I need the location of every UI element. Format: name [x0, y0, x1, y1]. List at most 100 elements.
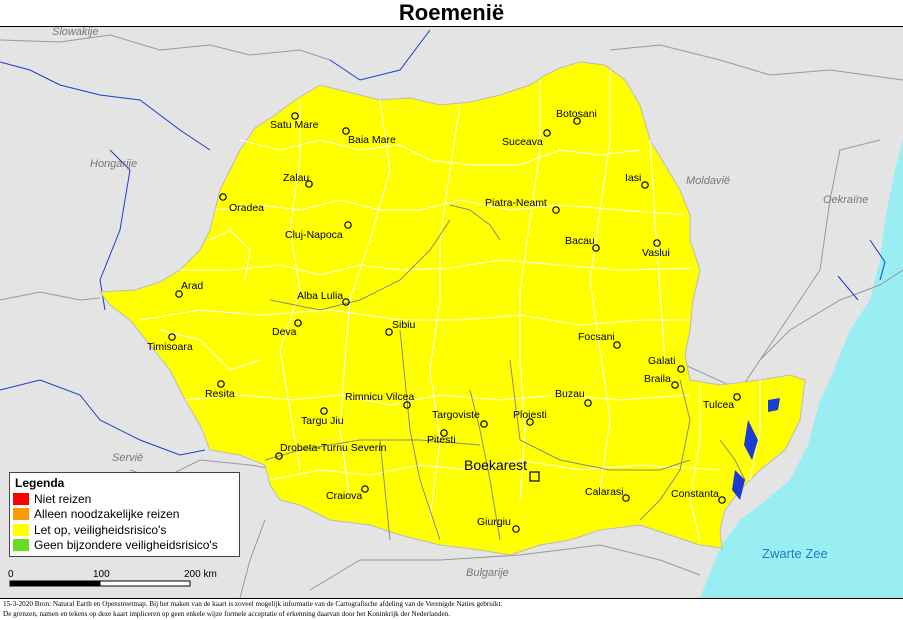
label-rimnicu: Rimnicu Vilcea: [345, 391, 414, 403]
marker-craiova: [361, 485, 369, 493]
label-tulcea: Tulcea: [703, 399, 734, 411]
legend: Legenda Niet reizen Alleen noodzakelijke…: [9, 472, 240, 557]
scale-label-0: 0: [8, 569, 14, 580]
marker-arad: [175, 290, 183, 298]
marker-constanta: [718, 496, 726, 504]
label-zalau: Zalau: [283, 172, 309, 184]
label-botosani: Botosani: [556, 108, 597, 120]
marker-pitesti: [440, 429, 448, 437]
marker-drobeta: [275, 452, 283, 460]
label-iasi: Iasi: [625, 172, 641, 184]
scale-label-100: 100: [93, 569, 110, 580]
city-markers: [168, 112, 741, 533]
label-calarasi: Calarasi: [585, 486, 624, 498]
marker-cluj: [344, 221, 352, 229]
label-bulgaria: Bulgarije: [466, 567, 509, 579]
marker-alba-iulia: [342, 298, 350, 306]
marker-zalau: [305, 180, 313, 188]
label-oradea: Oradea: [229, 202, 264, 214]
label-craiova: Craiova: [326, 490, 362, 502]
black-sea: [700, 27, 903, 598]
county-borders: [139, 70, 761, 541]
marker-botosani: [573, 117, 581, 125]
footer: 15-3-2020 Bron: Natural Earth en Openstr…: [0, 598, 903, 620]
label-arad: Arad: [181, 280, 203, 292]
label-moldova: Moldavië: [686, 175, 730, 187]
label-slovakia: Slowakije: [52, 27, 98, 38]
legend-item-orange: Alleen noodzakelijke reizen: [10, 507, 239, 523]
legend-swatch-orange: [13, 508, 29, 521]
marker-resita: [217, 380, 225, 388]
marker-targoviste: [480, 420, 488, 428]
label-ukraine: Oekraïne: [823, 194, 868, 206]
label-drobeta: Drobeta-Turnu Severin: [280, 442, 387, 454]
marker-sibiu: [385, 328, 393, 336]
label-targoviste: Targoviste: [432, 409, 480, 421]
label-vaslui: Vaslui: [642, 247, 670, 259]
label-deva: Deva: [272, 326, 297, 338]
marker-giurgiu: [512, 525, 520, 533]
scale-bar: 0 100 200 km: [8, 569, 217, 587]
label-timisoara: Timisoara: [147, 341, 193, 353]
legend-item-red: Niet reizen: [10, 491, 239, 507]
label-serbia: Servië: [112, 452, 143, 464]
rivers: [0, 29, 886, 456]
marker-suceava: [543, 129, 551, 137]
marker-targu-jiu: [320, 407, 328, 415]
legend-swatch-red: [13, 492, 29, 505]
label-braila: Braila: [644, 373, 671, 385]
label-piatra-neamt: Piatra-Neamt: [485, 197, 547, 209]
legend-item-green: Geen bijzondere veiligheidsrisico's: [10, 538, 239, 554]
label-satu-mare: Satu Mare: [270, 119, 319, 131]
label-buzau: Buzau: [555, 388, 585, 400]
marker-deva: [294, 319, 302, 327]
scale-label-200: 200 km: [184, 569, 217, 580]
label-resita: Resita: [205, 388, 235, 400]
label-giurgiu: Giurgiu: [477, 516, 511, 528]
marker-galati: [677, 365, 685, 373]
marker-buzau: [584, 399, 592, 407]
legend-swatch-green: [13, 539, 29, 552]
label-constanta: Constanta: [671, 488, 719, 500]
marker-focsani: [613, 341, 621, 349]
label-black-sea: Zwarte Zee: [762, 546, 828, 561]
legend-label-yellow: Let op, veiligheidsrisico's: [34, 522, 167, 537]
label-ploiesti: Ploiesti: [513, 409, 547, 421]
label-targu-jiu: Targu Jiu: [301, 415, 344, 427]
legend-label-red: Niet reizen: [34, 491, 92, 506]
map-title: Roemenië: [0, 0, 903, 27]
marker-braila: [671, 381, 679, 389]
marker-bacau: [592, 244, 600, 252]
marker-baia-mare: [342, 127, 350, 135]
label-alba-iulia: Alba Lulia: [297, 290, 343, 302]
label-cluj: Cluj-Napoca: [285, 229, 343, 241]
marker-satu-mare: [291, 112, 299, 120]
marker-bucharest: [529, 471, 540, 482]
marker-piatra-neamt: [552, 206, 560, 214]
footer-source: 15-3-2020 Bron: Natural Earth en Openstr…: [3, 600, 503, 608]
legend-label-orange: Alleen noodzakelijke reizen: [34, 507, 180, 522]
legend-item-yellow: Let op, veiligheidsrisico's: [10, 522, 239, 538]
marker-calarasi: [622, 494, 630, 502]
marker-vaslui: [653, 239, 661, 247]
marker-ploiesti: [526, 418, 534, 426]
label-sibiu: Sibiu: [392, 319, 416, 331]
label-bucharest: Boekarest: [464, 457, 527, 473]
label-bacau: Bacau: [565, 235, 595, 247]
marker-timisoara: [168, 333, 176, 341]
footer-disclaimer: De grenzen, namen en tekens op deze kaar…: [3, 610, 451, 618]
marker-oradea: [219, 193, 227, 201]
legend-label-green: Geen bijzondere veiligheidsrisico's: [34, 538, 218, 553]
label-suceava: Suceava: [502, 136, 543, 148]
marker-rimnicu: [403, 401, 411, 409]
label-focsani: Focsani: [578, 331, 615, 343]
marker-iasi: [641, 181, 649, 189]
delta-lakes: [732, 398, 780, 500]
inner-rivers: [264, 204, 746, 541]
city-labels: Satu Mare Baia Mare Botosani Suceava Zal…: [147, 108, 734, 528]
legend-title: Legenda: [15, 476, 65, 490]
label-hungary: Hongarije: [90, 158, 137, 170]
label-pitesti: Pitesti: [427, 434, 456, 446]
label-baia-mare: Baia Mare: [348, 134, 396, 146]
label-galati: Galati: [648, 355, 675, 367]
